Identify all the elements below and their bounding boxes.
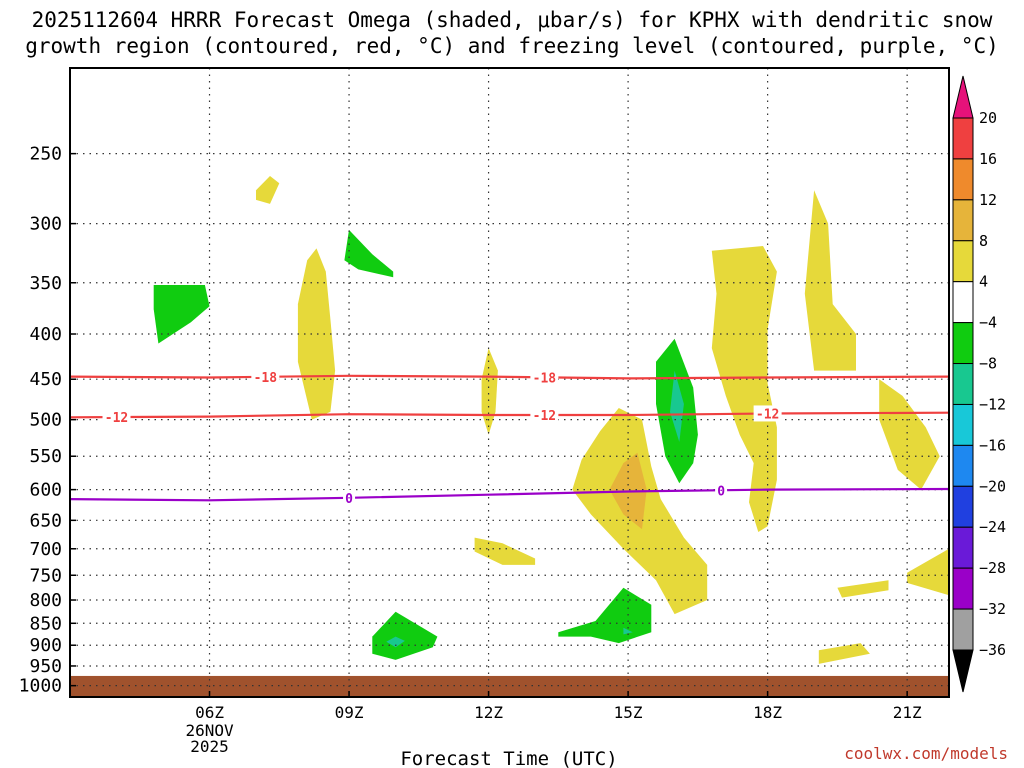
axes: 2503003504004505005506006507007508008509… bbox=[19, 67, 950, 756]
colorbar-bin--8--4 bbox=[952, 322, 974, 365]
colorbar-label-1: 16 bbox=[979, 150, 997, 168]
colorbar-bin-16-20 bbox=[952, 117, 974, 160]
contour-label-dgz-0-0: -18 bbox=[254, 371, 278, 386]
colorbar-bin--28--24 bbox=[952, 526, 974, 569]
x-tick-label-09Z: 09Z bbox=[335, 703, 364, 722]
x-tick-label-15Z: 15Z bbox=[614, 703, 643, 722]
y-tick-label-500: 500 bbox=[29, 410, 62, 431]
omega-region-19 bbox=[623, 627, 633, 635]
colorbar-bin--12--8 bbox=[952, 363, 974, 405]
contour-label-dgz-1-2: -12 bbox=[756, 407, 779, 422]
omega-region-5 bbox=[474, 537, 536, 565]
omega-region-16 bbox=[372, 611, 438, 660]
y-tick-label-600: 600 bbox=[29, 480, 62, 501]
omega-region-2 bbox=[297, 248, 336, 420]
omega-region-17 bbox=[386, 636, 405, 648]
colorbar-label-12: −32 bbox=[979, 600, 1006, 618]
contour-label-freezing-2-1: 0 bbox=[717, 484, 725, 499]
colorbar-label-4: 4 bbox=[979, 273, 988, 291]
omega-region-13 bbox=[818, 643, 870, 664]
colorbar-label-3: 8 bbox=[979, 232, 988, 250]
contour-dgz-1 bbox=[70, 411, 949, 419]
plot-frame bbox=[69, 67, 950, 698]
colorbar-label-11: −28 bbox=[979, 559, 1006, 577]
chart-title-line-2: growth region (contoured, red, °C) and f… bbox=[25, 34, 999, 58]
omega-region-0 bbox=[256, 176, 280, 204]
colorbar: 20 16 12 8 4 −4 −8 −12 −16 −20 −24 −28 −32 −36 bbox=[952, 75, 1006, 693]
y-tick-label-1000: 1000 bbox=[19, 676, 62, 697]
y-tick-label-550: 550 bbox=[29, 446, 62, 467]
y-tick-label-250: 250 bbox=[29, 144, 62, 165]
y-tick-label-850: 850 bbox=[29, 613, 62, 634]
y-tick-label-900: 900 bbox=[29, 635, 62, 656]
omega-region-3 bbox=[344, 229, 394, 278]
y-tick-label-300: 300 bbox=[29, 214, 62, 235]
contour-label-dgz-0-1: -18 bbox=[533, 371, 557, 386]
x-date-label-1: 2025 bbox=[190, 737, 229, 756]
contour-dgz-0 bbox=[70, 374, 949, 380]
chart-title-line-1: 2025112604 HRRR Forecast Omega (shaded, … bbox=[31, 8, 993, 32]
omega-region-11 bbox=[907, 548, 949, 596]
colorbar-label-8: −16 bbox=[979, 436, 1006, 454]
omega-region-8 bbox=[711, 246, 777, 532]
y-tick-label-450: 450 bbox=[29, 369, 62, 390]
contour-label-dgz-1-0: -12 bbox=[105, 411, 128, 426]
colorbar-top-arrow bbox=[952, 75, 974, 119]
y-tick-label-650: 650 bbox=[29, 510, 62, 531]
colorbar-bin--16--12 bbox=[952, 403, 974, 446]
y-tick-label-950: 950 bbox=[29, 656, 62, 677]
contour-label-freezing-2-0: 0 bbox=[345, 492, 353, 507]
contour-label-dgz-1-1: -12 bbox=[533, 409, 556, 424]
colorbar-label-5: −4 bbox=[979, 314, 997, 332]
colorbar-label-10: −24 bbox=[979, 518, 1006, 536]
colorbar-bin-4-8 bbox=[952, 240, 974, 283]
contour-freezing-2 bbox=[70, 487, 949, 502]
omega-region-9 bbox=[804, 190, 856, 371]
x-tick-label-06Z: 06Z bbox=[195, 703, 224, 722]
x-tick-label-18Z: 18Z bbox=[753, 703, 782, 722]
plot-area: -18 -18 -12 -12 -12 0 0 bbox=[70, 68, 949, 697]
colorbar-label-2: 12 bbox=[979, 191, 997, 209]
omega-region-15 bbox=[670, 370, 684, 442]
colorbar-bin--24--20 bbox=[952, 485, 974, 528]
plot-clip-group: -18 -18 -12 -12 -12 0 0 bbox=[70, 68, 949, 697]
colorbar-label-7: −12 bbox=[979, 395, 1006, 413]
x-tick-label-12Z: 12Z bbox=[474, 703, 503, 722]
y-tick-label-700: 700 bbox=[29, 539, 62, 560]
y-tick-label-800: 800 bbox=[29, 590, 62, 611]
x-tick-label-21Z: 21Z bbox=[893, 703, 922, 722]
omega-region-1 bbox=[153, 285, 210, 344]
y-tick-label-350: 350 bbox=[29, 273, 62, 294]
omega-region-10 bbox=[879, 379, 940, 490]
colorbar-bin-12-16 bbox=[952, 158, 974, 201]
colorbar-label-0: 20 bbox=[979, 109, 997, 127]
y-tick-label-400: 400 bbox=[29, 324, 62, 345]
colorbar-bin--4-4 bbox=[952, 281, 974, 324]
colorbar-bin-8-12 bbox=[952, 199, 974, 242]
colorbar-bin--36--32 bbox=[952, 608, 974, 651]
x-axis-label: Forecast Time (UTC) bbox=[400, 748, 617, 768]
colorbar-label-13: −36 bbox=[979, 641, 1006, 659]
y-tick-label-750: 750 bbox=[29, 565, 62, 586]
colorbar-bin--32--28 bbox=[952, 567, 974, 610]
colorbar-label-6: −8 bbox=[979, 355, 997, 373]
omega-region-4 bbox=[481, 348, 498, 435]
colorbar-label-9: −20 bbox=[979, 477, 1006, 495]
omega-region-12 bbox=[837, 580, 889, 598]
colorbar-bin--20--16 bbox=[952, 444, 974, 487]
colorbar-bottom-arrow bbox=[952, 649, 974, 693]
source-credit[interactable]: coolwx.com/models bbox=[844, 744, 1008, 763]
ground-below-surface bbox=[70, 675, 949, 697]
x-date-label-0: 26NOV bbox=[185, 721, 234, 740]
omega-region-18 bbox=[558, 587, 652, 644]
